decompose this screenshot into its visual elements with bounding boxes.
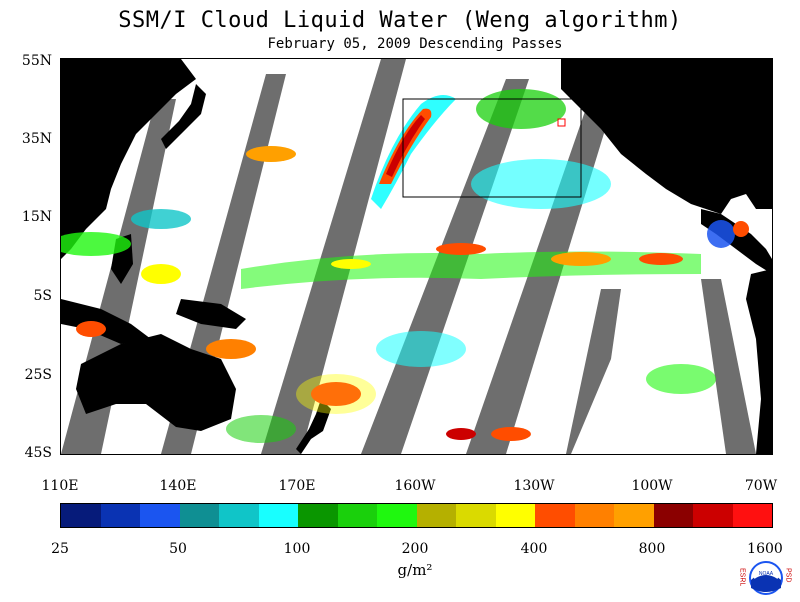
lon-label-100w: 100W	[631, 478, 673, 494]
cloud-patch	[76, 321, 106, 337]
noaa-logo-icon: NOAA ESRL PSD	[739, 561, 792, 595]
swath-gap	[261, 59, 406, 454]
land-asia	[61, 59, 196, 259]
lat-label-45s: 45S	[24, 445, 52, 461]
noaa-logo: NOAA ESRL PSD	[738, 558, 794, 598]
cloud-patch	[476, 89, 566, 129]
colorbar-segment	[179, 504, 219, 527]
lon-label-170e: 170E	[278, 478, 316, 494]
cloud-patch	[446, 428, 476, 440]
colorbar-segment	[614, 504, 654, 527]
cloud-patch	[707, 220, 735, 248]
map-subtitle: February 05, 2009 Descending Passes	[267, 36, 563, 52]
lat-label-25s: 25S	[24, 367, 52, 383]
land-japan	[161, 84, 206, 149]
colorbar-label: 800	[638, 541, 666, 557]
swath-gap	[566, 289, 621, 454]
land	[61, 59, 772, 454]
colorbar-segment	[732, 504, 772, 527]
lat-label-5s: 5S	[33, 288, 53, 304]
cloud-patch	[376, 331, 466, 367]
itcz-core	[436, 243, 486, 255]
cloud-patch	[491, 427, 531, 441]
cloud-patch	[61, 232, 131, 256]
cloud-patch	[471, 159, 611, 209]
land-north-america	[561, 59, 772, 214]
cloud-patch	[733, 221, 749, 237]
colorbar-label: 25	[51, 541, 69, 557]
itcz-core	[331, 259, 371, 269]
cloud-patch	[141, 264, 181, 284]
land-new-zealand	[296, 399, 331, 454]
colorbar-segment	[61, 504, 101, 527]
lon-label-110e: 110E	[41, 478, 79, 494]
colorbar-label: 1600	[747, 541, 783, 557]
colorbar-segment	[456, 504, 496, 527]
colorbar-segment	[298, 504, 338, 527]
svg-text:PSD: PSD	[785, 568, 792, 582]
colorbar-label: 100	[283, 541, 311, 557]
itcz-band	[241, 251, 701, 289]
cloud-water-map	[60, 58, 773, 455]
map-svg	[61, 59, 772, 454]
lon-label-130w: 130W	[513, 478, 555, 494]
region-box	[402, 98, 582, 198]
cloud-patch	[206, 339, 256, 359]
cloud-patch	[296, 374, 376, 414]
colorbar-segment	[574, 504, 614, 527]
colorbar-segment	[100, 504, 140, 527]
svg-text:NOAA: NOAA	[759, 571, 774, 577]
land-australia	[76, 334, 236, 431]
colorbar-segment	[337, 504, 377, 527]
colorbar-segment	[416, 504, 456, 527]
colorbar-label: 50	[169, 541, 187, 557]
cloud-patch	[646, 364, 716, 394]
map-title: SSM/I Cloud Liquid Water (Weng algorithm…	[118, 8, 682, 33]
lat-label-15n: 15N	[21, 209, 52, 225]
land-indonesia	[61, 299, 151, 344]
cloud-patch	[131, 209, 191, 229]
cloud-band-north-inner	[386, 115, 425, 177]
lat-label-55n: 55N	[21, 53, 52, 69]
colorbar-segment	[495, 504, 535, 527]
lon-label-140e: 140E	[159, 478, 197, 494]
colorbar-units: g/m²	[397, 561, 433, 579]
colorbar-segment	[377, 504, 417, 527]
lat-label-35n: 35N	[21, 131, 52, 147]
colorbar-segment	[653, 504, 693, 527]
colorbar-segment	[140, 504, 180, 527]
colorbar-segment	[219, 504, 259, 527]
colorbar-label: 200	[401, 541, 429, 557]
colorbar-segment	[535, 504, 575, 527]
colorbar-segment	[693, 504, 733, 527]
cloud-patch	[311, 382, 361, 406]
itcz-core	[639, 253, 683, 265]
cloud-patch	[246, 146, 296, 162]
colorbar	[60, 503, 773, 528]
land-south-america	[746, 269, 772, 454]
lon-label-160w: 160W	[394, 478, 436, 494]
land-new-guinea	[176, 299, 246, 329]
cloud-patch	[226, 415, 296, 443]
svg-text:ESRL: ESRL	[739, 568, 746, 586]
lon-label-70w: 70W	[744, 478, 778, 494]
itcz-core	[551, 252, 611, 266]
colorbar-label: 400	[520, 541, 548, 557]
colorbar-segment	[258, 504, 298, 527]
marker-square	[557, 118, 566, 127]
swath-gap	[701, 279, 756, 454]
land-florida	[751, 134, 772, 179]
